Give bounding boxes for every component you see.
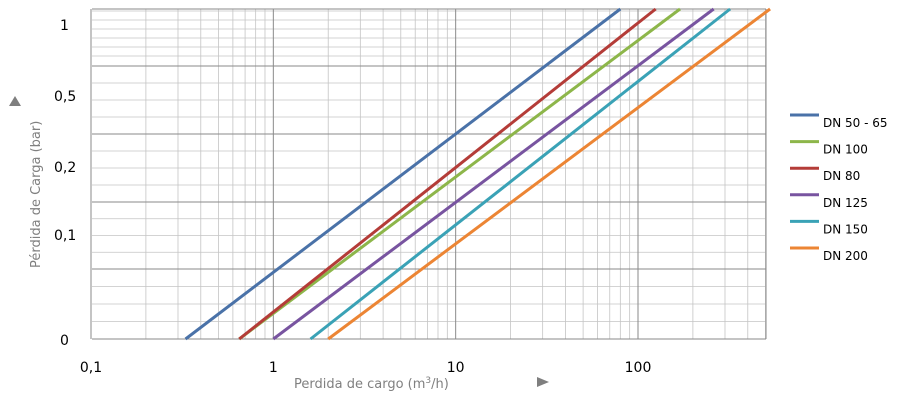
x-axis-arrow-icon xyxy=(537,377,549,387)
legend-label: DN 200 xyxy=(823,249,868,263)
legend-label: DN 80 xyxy=(823,169,860,183)
series-line xyxy=(327,7,771,341)
legend-label: DN 100 xyxy=(823,143,868,157)
y-tick-label: 0,1 xyxy=(54,228,76,244)
series-line xyxy=(238,7,681,341)
y-tick-label: 0,5 xyxy=(54,89,76,105)
legend-label: DN 50 - 65 xyxy=(823,116,888,130)
series-line xyxy=(272,7,715,341)
y-tick-label: 1 xyxy=(60,18,69,34)
legend-label: DN 125 xyxy=(823,196,868,210)
x-tick-label: 100 xyxy=(625,360,652,376)
y-tick-label: 0,2 xyxy=(54,160,76,176)
grid-minor xyxy=(92,9,766,339)
grid-major xyxy=(90,8,767,340)
series-lines xyxy=(184,7,771,341)
x-tick-label: 1 xyxy=(269,360,278,376)
y-axis-title: Pérdida de Carga (bar) xyxy=(29,121,44,268)
x-tick-label: 10 xyxy=(447,360,465,376)
y-axis-arrow-icon xyxy=(9,96,21,106)
legend-label: DN 150 xyxy=(823,222,868,236)
y-tick-labels: 0 0,1 0,2 0,5 1 xyxy=(54,18,76,349)
series-line xyxy=(184,7,622,341)
y-tick-label: 0 xyxy=(60,333,69,349)
series-line xyxy=(309,7,732,341)
legend: DN 50 - 65 DN 100 DN 80 DN 125 DN 150 DN 200 xyxy=(790,113,888,263)
x-tick-label: 0,1 xyxy=(80,360,102,376)
series-line xyxy=(238,7,657,341)
x-tick-labels: 0,1 1 10 100 xyxy=(80,360,652,376)
x-axis-title: Perdida de cargo (m3/h) xyxy=(294,376,449,392)
